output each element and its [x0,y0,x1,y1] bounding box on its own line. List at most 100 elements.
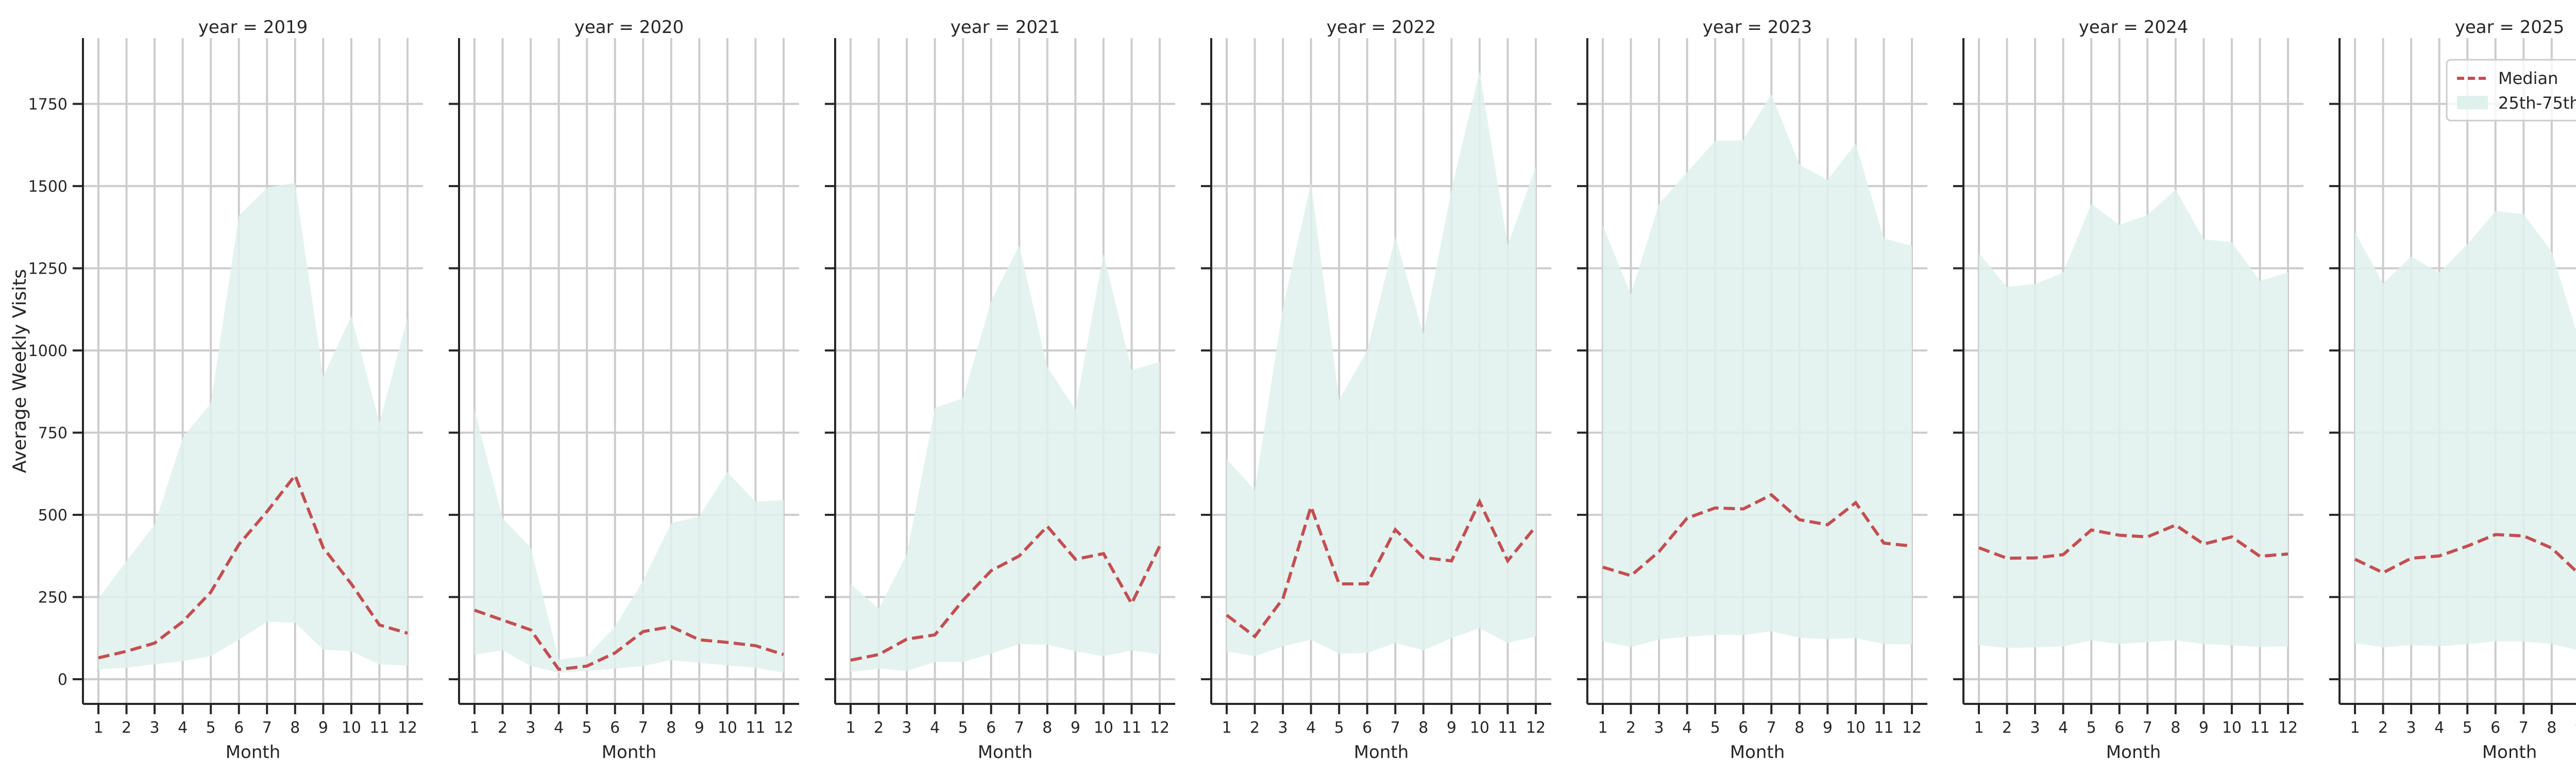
x-tick-label: 7 [2143,719,2153,737]
x-tick-label: 10 [342,719,361,737]
x-tick-label: 11 [745,719,765,737]
y-axis-label: Average Weekly Visits [9,269,30,473]
x-tick-label: 1 [93,719,103,737]
x-axis-label: Month [1730,742,1785,763]
panel-title: year = 2025 [2455,17,2564,38]
x-tick-label: 4 [2058,719,2068,737]
x-tick-label: 2 [1250,719,1260,737]
x-axis-label: Month [602,742,657,763]
panel-title: year = 2022 [1327,17,1436,38]
x-tick-label: 1 [469,719,479,737]
y-tick-label: 1750 [28,96,67,114]
x-tick-label: 5 [206,719,216,737]
x-tick-label: 11 [1874,719,1893,737]
x-tick-label: 10 [1846,719,1866,737]
x-tick-label: 9 [694,719,704,737]
x-tick-label: 9 [1823,719,1833,737]
x-axis-label: Month [1354,742,1409,763]
x-tick-label: 5 [958,719,968,737]
x-tick-label: 3 [2406,719,2416,737]
x-tick-label: 4 [178,719,188,737]
x-tick-label: 2 [122,719,131,737]
x-tick-label: 12 [1902,719,1922,737]
x-tick-label: 9 [2199,719,2209,737]
x-tick-label: 8 [1042,719,1052,737]
x-axis-label: Month [226,742,281,763]
x-tick-label: 3 [902,719,912,737]
x-tick-label: 3 [150,719,160,737]
x-tick-label: 5 [2087,719,2096,737]
x-tick-label: 2 [2378,719,2388,737]
x-axis-label: Month [2482,742,2537,763]
x-axis-label: Month [978,742,1033,763]
x-tick-label: 2 [874,719,884,737]
y-tick-label: 1500 [28,178,67,196]
x-tick-label: 1 [845,719,855,737]
x-tick-label: 10 [2222,719,2242,737]
x-tick-label: 5 [2463,719,2472,737]
x-tick-label: 2 [498,719,507,737]
x-tick-label: 10 [1094,719,1113,737]
x-tick-label: 2 [2002,719,2012,737]
x-tick-label: 3 [1654,719,1664,737]
percentile-band [1603,94,1912,647]
x-tick-label: 4 [930,719,940,737]
x-tick-label: 10 [718,719,737,737]
x-tick-label: 7 [1014,719,1024,737]
panel-title: year = 2020 [574,17,684,38]
x-tick-label: 9 [1071,719,1080,737]
x-tick-label: 4 [1682,719,1692,737]
x-tick-label: 7 [2519,719,2529,737]
x-tick-label: 12 [2278,719,2298,737]
x-tick-label: 1 [1974,719,1984,737]
x-tick-label: 7 [262,719,272,737]
y-tick-label: 1250 [28,260,67,278]
x-tick-label: 11 [1498,719,1517,737]
x-tick-label: 11 [1122,719,1141,737]
legend-median-label: Median [2498,69,2558,88]
x-tick-label: 12 [398,719,417,737]
panel-title: year = 2023 [1703,17,1812,38]
x-tick-label: 8 [1418,719,1428,737]
y-tick-label: 1000 [28,342,67,360]
x-tick-label: 6 [234,719,244,737]
x-tick-label: 5 [1334,719,1344,737]
panel-title: year = 2021 [951,17,1060,38]
x-tick-label: 4 [2434,719,2444,737]
x-tick-label: 3 [1278,719,1288,737]
x-tick-label: 7 [638,719,648,737]
x-tick-label: 11 [2250,719,2269,737]
x-tick-label: 8 [290,719,300,737]
x-tick-label: 9 [1447,719,1456,737]
x-tick-label: 5 [1710,719,1720,737]
x-tick-label: 6 [610,719,620,737]
percentile-band [1979,189,2288,648]
percentile-band [474,410,784,672]
x-tick-label: 4 [554,719,564,737]
y-tick-label: 250 [38,589,67,607]
x-tick-label: 12 [1150,719,1170,737]
x-tick-label: 9 [318,719,328,737]
y-tick-label: 0 [58,671,67,689]
panel-title: year = 2024 [2079,17,2188,38]
x-tick-label: 1 [1598,719,1607,737]
x-axis-label: Month [2106,742,2161,763]
y-tick-label: 750 [38,425,67,443]
y-tick-label: 500 [38,507,67,525]
x-tick-label: 8 [666,719,676,737]
x-tick-label: 11 [369,719,389,737]
x-tick-label: 1 [2350,719,2360,737]
x-tick-label: 8 [2547,719,2556,737]
panel-title: year = 2019 [198,17,308,38]
x-tick-label: 2 [1626,719,1636,737]
x-tick-label: 12 [1526,719,1546,737]
x-tick-label: 1 [1222,719,1231,737]
x-tick-label: 8 [2171,719,2180,737]
